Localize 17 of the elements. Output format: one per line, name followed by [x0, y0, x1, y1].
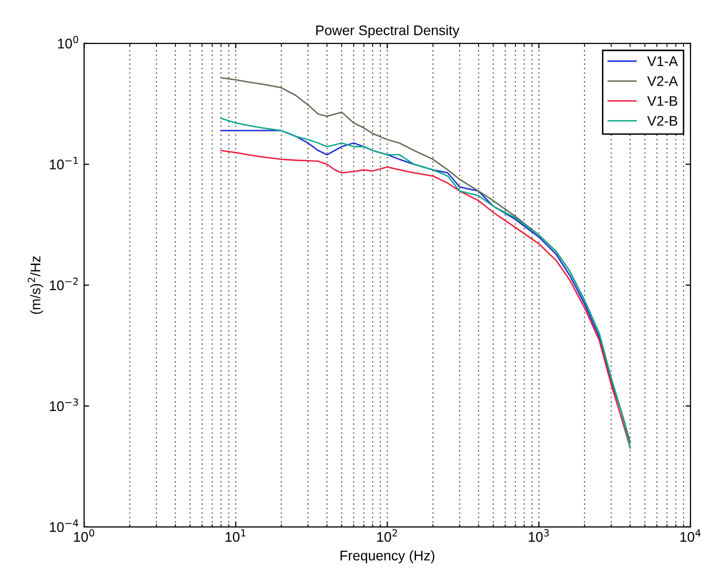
x-tick-label: 10$^{0}$	[74, 529, 94, 542]
x-tick-label: 10$^{4}$	[680, 529, 701, 542]
x-tick-label: 10$^{2}$	[377, 529, 397, 542]
legend-label: V2-A	[647, 76, 678, 86]
x-axis-title: Frequency (Hz)	[340, 550, 434, 564]
chart-title: Power Spectral Density	[316, 25, 460, 38]
y-tick-label: 10$^{0}$	[58, 36, 78, 48]
legend-label: V2-B	[647, 116, 678, 126]
y-axis-title: (m/s)$^{2}$/Hz	[28, 256, 44, 314]
x-tick-label: 10$^{3}$	[528, 529, 549, 542]
legend-label: V1-B	[647, 96, 678, 106]
y-tick-label: 10$^{−2}$	[50, 278, 78, 290]
x-tick-label: 10$^{1}$	[226, 529, 246, 542]
y-tick-label: 10$^{−1}$	[50, 156, 78, 170]
y-tick-label: 10$^{−3}$	[50, 398, 78, 412]
legend-label: V1-A	[647, 56, 678, 66]
y-tick-label: 10$^{−4}$	[50, 519, 78, 532]
